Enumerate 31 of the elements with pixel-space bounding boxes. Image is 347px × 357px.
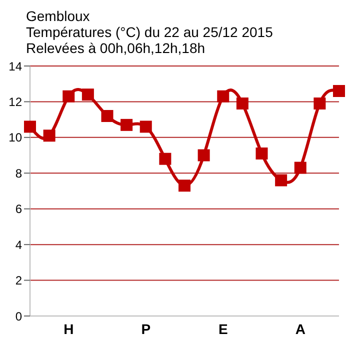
chart-subtitle: Températures (°C) du 22 au 25/12 2015 Relevées à 00h,06h,12h,18h (26, 24, 274, 56)
y-tick-label: 4 (15, 238, 22, 252)
y-tick-label: 6 (15, 202, 22, 216)
x-tick-label: A (295, 320, 306, 337)
y-tick-label: 8 (15, 166, 22, 180)
point (198, 149, 210, 162)
point (217, 90, 230, 102)
x-tick-label: H (64, 320, 74, 337)
point (101, 110, 114, 122)
chart-title: Gembloux (26, 8, 91, 24)
point (314, 98, 326, 110)
point (275, 174, 288, 186)
x-tick-label: E (218, 320, 228, 337)
point (82, 88, 94, 101)
point (43, 130, 56, 142)
point (236, 98, 248, 110)
point (333, 85, 345, 97)
y-tick-label: 12 (8, 94, 22, 109)
y-tick-label: 10 (8, 130, 22, 145)
point (120, 118, 133, 131)
x-tick-label: P (141, 320, 151, 337)
point (178, 180, 190, 192)
point (62, 90, 75, 102)
point (140, 120, 152, 133)
y-tick-label: 2 (15, 274, 22, 288)
point (159, 152, 172, 165)
y-tick-label: 14 (8, 59, 22, 74)
point (256, 148, 268, 160)
point (294, 162, 306, 174)
y-tick-label: 0 (15, 309, 22, 324)
point (24, 120, 36, 133)
